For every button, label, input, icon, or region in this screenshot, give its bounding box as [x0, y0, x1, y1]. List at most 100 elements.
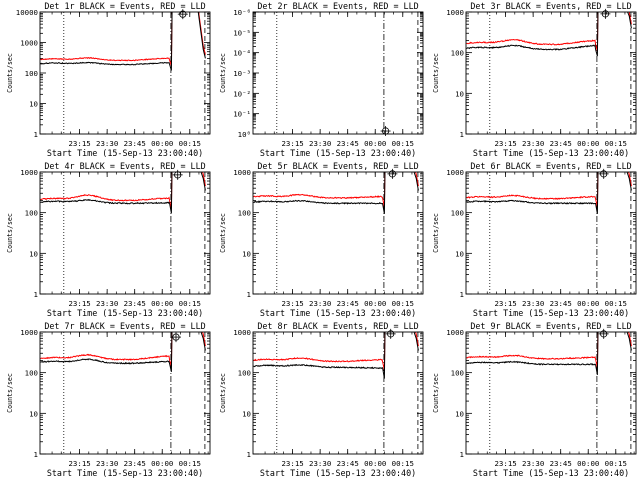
- x-tick-label: 00:15: [179, 299, 201, 308]
- series-line-events: [40, 172, 206, 214]
- x-tick-label: 00:15: [179, 459, 201, 468]
- x-axis-label: Start Time (15-Sep-13 23:00:40): [47, 148, 203, 158]
- panel-title: Det 2r BLACK = Events, RED = LLD: [257, 1, 418, 11]
- y-tick-label: 1: [460, 450, 464, 459]
- x-tick-label: 23:15: [494, 299, 516, 308]
- y-tick-label: 1: [34, 290, 38, 299]
- y-tick-label: 1: [247, 450, 251, 459]
- x-tick-label: 00:00: [151, 139, 173, 148]
- y-tick-label: 100: [238, 369, 251, 378]
- x-tick-label: 00:00: [364, 299, 386, 308]
- panel-det-5: Det 5r BLACK = Events, RED = LLD Counts/s…: [219, 161, 424, 318]
- y-tick-label: 1000: [446, 8, 464, 17]
- y-tick-label: 100: [25, 69, 38, 78]
- series-line-events: [466, 332, 632, 375]
- panel-title: Det 4r BLACK = Events, RED = LLD: [44, 161, 205, 171]
- x-tick-label: 23:45: [337, 139, 359, 148]
- y-tick-label: 1000: [20, 39, 38, 48]
- series-line-lld: [40, 12, 206, 67]
- y-axis-label: Counts/sec: [6, 373, 14, 413]
- x-axis-label: Start Time (15-Sep-13 23:00:40): [47, 468, 203, 478]
- x-tick-label: 23:30: [522, 299, 544, 308]
- series-group: [40, 332, 206, 373]
- x-tick-label: 00:00: [364, 139, 386, 148]
- series-group: [253, 172, 419, 214]
- y-tick-label: 1: [34, 450, 38, 459]
- panel-title: Det 6r BLACK = Events, RED = LLD: [470, 161, 631, 171]
- series-line-events: [253, 172, 419, 214]
- panel-det-1: Det 1r BLACK = Events, RED = LLD Counts/s…: [6, 1, 211, 158]
- x-tick-label: 23:30: [309, 139, 331, 148]
- y-tick-label: 1000: [20, 168, 38, 177]
- x-tick-label: 00:15: [179, 139, 201, 148]
- x-axis-label: Start Time (15-Sep-13 23:00:40): [473, 148, 629, 158]
- plot-frame: [465, 11, 637, 135]
- x-tick-label: 23:15: [494, 459, 516, 468]
- series-group: [253, 332, 419, 379]
- x-axis-label: Start Time (15-Sep-13 23:00:40): [260, 468, 416, 478]
- y-tick-label: 10: [29, 100, 38, 109]
- x-tick-label: 23:45: [124, 299, 146, 308]
- x-tick-label: 23:45: [550, 299, 572, 308]
- y-tick-label: 1: [34, 130, 38, 139]
- y-tick-label: 100: [451, 49, 464, 58]
- x-tick-label: 23:30: [309, 459, 331, 468]
- x-axis-label: Start Time (15-Sep-13 23:00:40): [260, 148, 416, 158]
- y-tick-label: 10⁻⁴: [233, 49, 251, 58]
- y-tick-label: 1000: [20, 328, 38, 337]
- x-tick-label: 23:15: [68, 139, 90, 148]
- series-line-events: [466, 12, 632, 57]
- panel-title: Det 8r BLACK = Events, RED = LLD: [257, 321, 418, 331]
- x-tick-label: 23:45: [550, 139, 572, 148]
- panel-title: Det 5r BLACK = Events, RED = LLD: [257, 161, 418, 171]
- y-tick-label: 10⁻²: [233, 89, 251, 98]
- x-axis-label: Start Time (15-Sep-13 23:00:40): [473, 468, 629, 478]
- series-group: [466, 172, 632, 214]
- series-line-lld: [466, 12, 632, 52]
- series-group: [466, 12, 632, 57]
- y-axis-label: Counts/sec: [219, 373, 227, 413]
- panel-title: Det 7r BLACK = Events, RED = LLD: [44, 321, 205, 331]
- panel-det-7: Det 7r BLACK = Events, RED = LLD Counts/s…: [6, 321, 211, 478]
- y-tick-label: 1000: [233, 328, 251, 337]
- y-tick-label: 1: [460, 290, 464, 299]
- y-tick-label: 10⁻³: [233, 69, 251, 78]
- series-group: [40, 12, 206, 71]
- y-tick-label: 10: [455, 409, 464, 418]
- series-group: [466, 332, 632, 375]
- x-tick-label: 23:15: [494, 139, 516, 148]
- x-tick-label: 23:30: [522, 139, 544, 148]
- panel-det-2: Det 2r BLACK = Events, RED = LLD Counts/s…: [219, 1, 424, 158]
- x-tick-label: 23:30: [522, 459, 544, 468]
- x-tick-label: 00:00: [577, 139, 599, 148]
- y-axis-label: Counts/sec: [432, 213, 440, 253]
- y-tick-label: 10⁻⁵: [233, 28, 251, 37]
- y-tick-label: 100: [451, 369, 464, 378]
- x-tick-label: 00:15: [605, 459, 627, 468]
- y-axis-label: Counts/sec: [432, 53, 440, 93]
- x-tick-label: 00:15: [392, 459, 414, 468]
- series-line-lld: [253, 172, 419, 208]
- x-tick-label: 00:00: [151, 299, 173, 308]
- x-tick-label: 23:15: [281, 299, 303, 308]
- series-line-lld: [466, 172, 632, 208]
- x-tick-label: 00:00: [364, 459, 386, 468]
- x-tick-label: 00:15: [392, 299, 414, 308]
- y-tick-label: 10000: [16, 8, 38, 17]
- plot-frame: [39, 11, 211, 135]
- x-tick-label: 23:15: [281, 139, 303, 148]
- y-tick-label: 10: [455, 249, 464, 258]
- x-axis-label: Start Time (15-Sep-13 23:00:40): [47, 308, 203, 318]
- y-tick-label: 10: [242, 249, 251, 258]
- x-tick-label: 00:15: [605, 139, 627, 148]
- x-tick-label: 23:30: [96, 139, 118, 148]
- y-axis-label: Counts/sec: [219, 53, 227, 93]
- y-tick-label: 1000: [446, 328, 464, 337]
- x-tick-label: 00:00: [577, 459, 599, 468]
- x-tick-label: 00:15: [605, 299, 627, 308]
- plot-frame: [465, 171, 637, 295]
- y-tick-label: 10: [242, 409, 251, 418]
- plot-frame: [252, 11, 424, 135]
- y-tick-label: 100: [238, 209, 251, 218]
- series-line-lld: [253, 332, 419, 371]
